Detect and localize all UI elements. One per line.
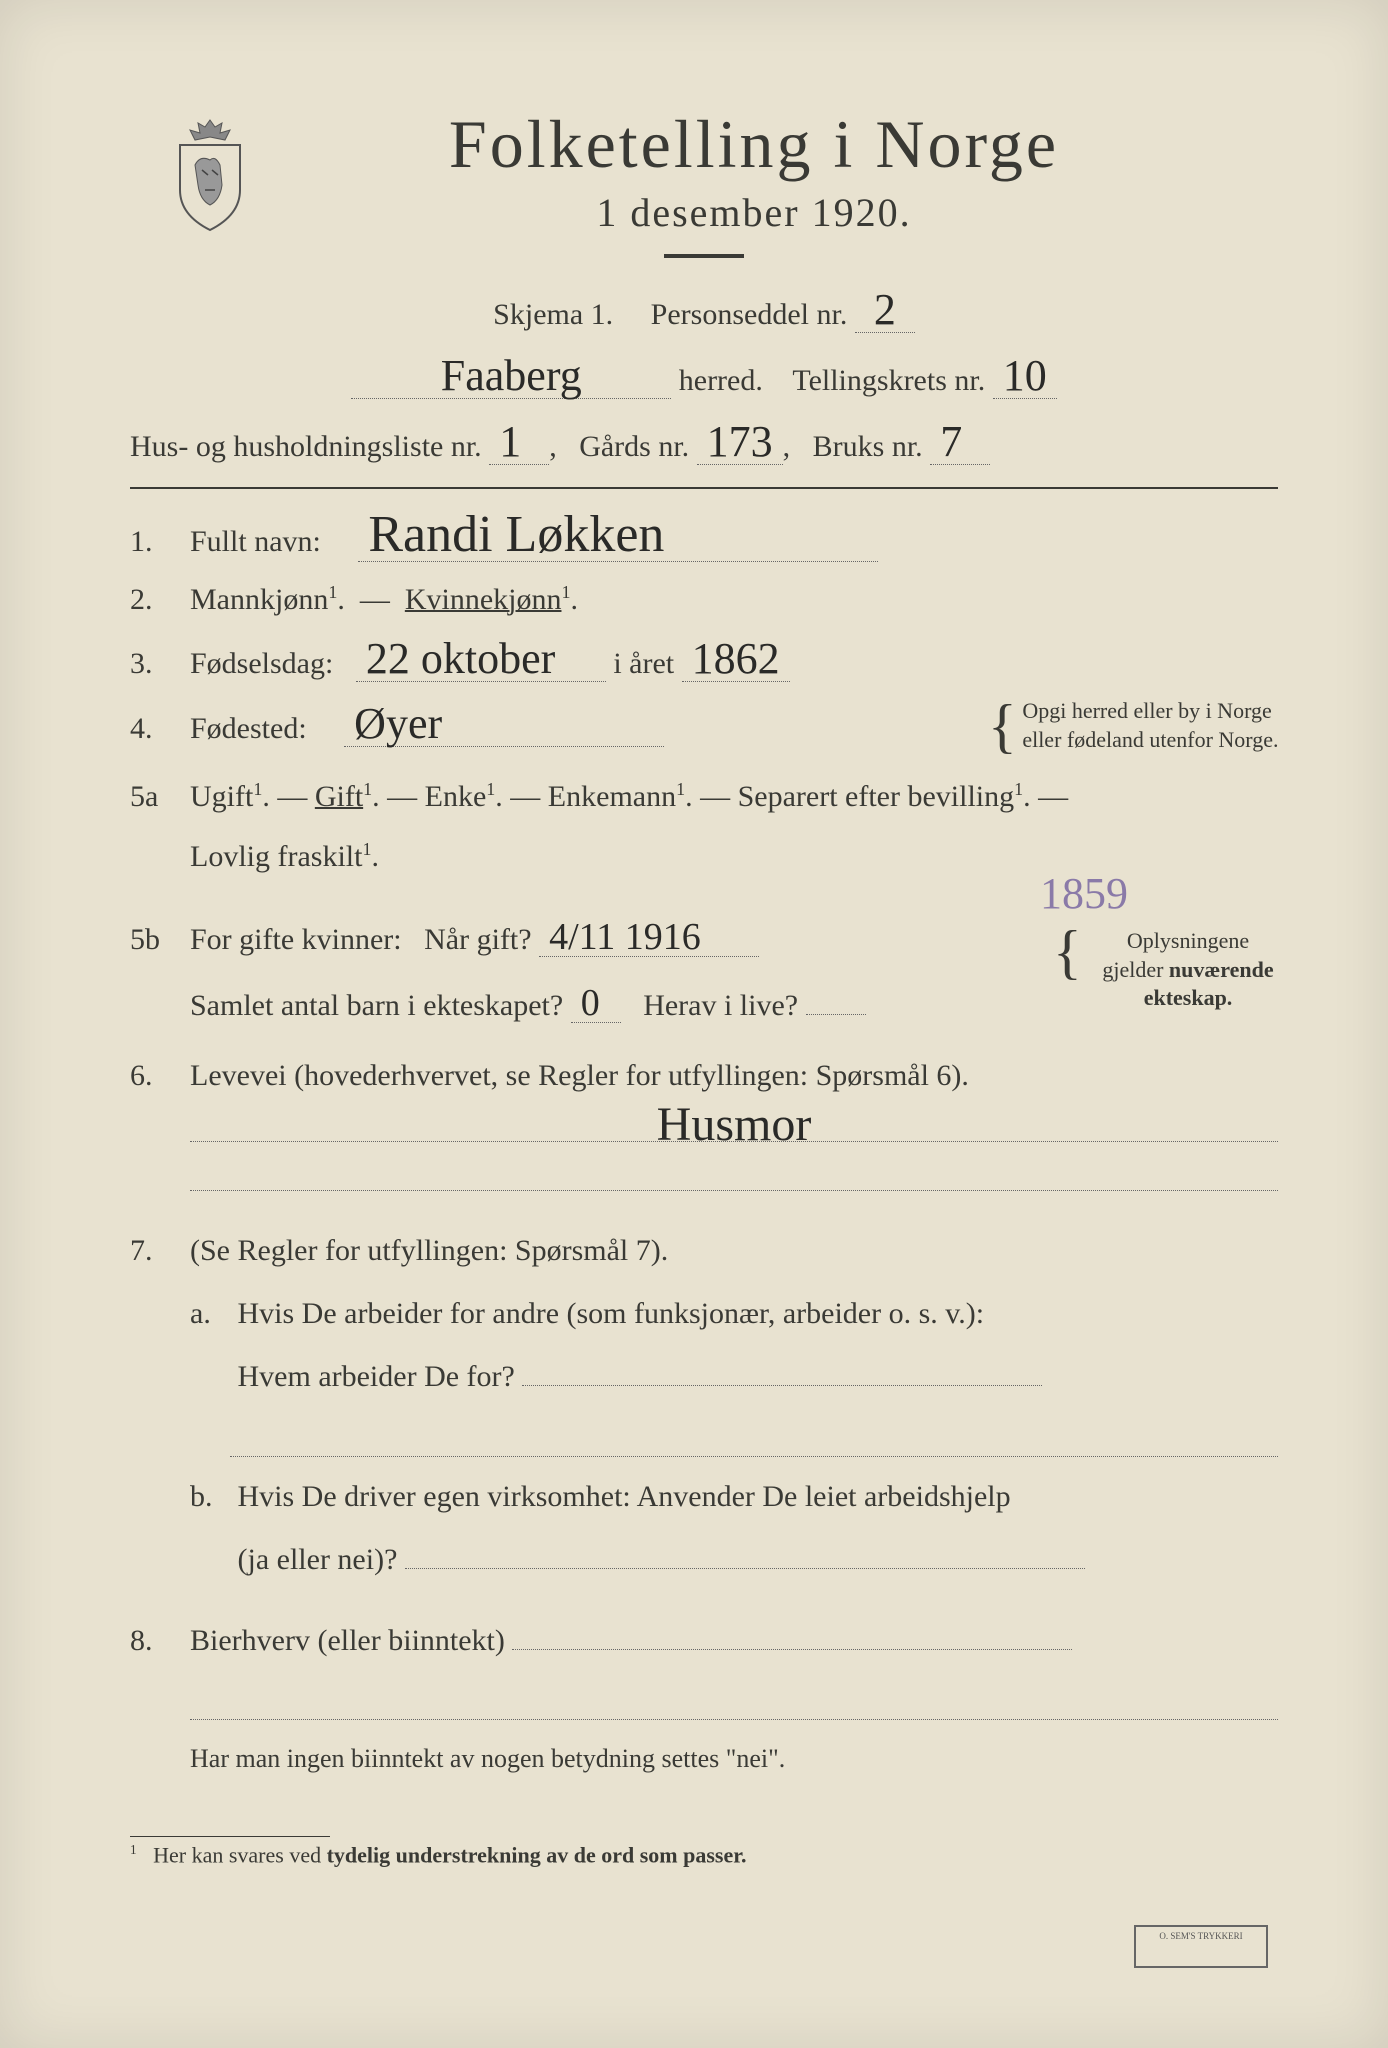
q5a-separert: Separert efter bevilling <box>738 780 1015 813</box>
q1-value: Randi Løkken <box>358 509 878 562</box>
q5b-num: 5b <box>130 923 190 957</box>
census-form-page: Folketelling i Norge 1 desember 1920. Sk… <box>0 0 1388 2048</box>
form-title: Folketelling i Norge <box>230 105 1278 184</box>
q7b-label: b. <box>190 1465 230 1528</box>
q7b-text2: (ja eller nei)? <box>238 1543 398 1576</box>
q7b-value <box>405 1532 1085 1569</box>
q5b-barn-value: 0 <box>571 984 621 1023</box>
tellingskrets-label: Tellingskrets nr. <box>792 364 985 397</box>
hus-nr: 1 <box>489 420 549 465</box>
question-5b: 5b For gifte kvinner: Når gift? 4/11 191… <box>130 907 1278 1039</box>
q6-label: Levevei (hovederhvervet, se Regler for u… <box>190 1059 969 1092</box>
q2-num: 2. <box>130 583 190 617</box>
tellingskrets-nr: 10 <box>993 354 1057 399</box>
section-divider <box>130 487 1278 489</box>
q6-num: 6. <box>130 1059 190 1093</box>
q7a-text1: Hvis De arbeider for andre (som funksjon… <box>238 1297 985 1330</box>
q4-value: Øyer <box>344 702 664 747</box>
q6-answer-line: Husmor <box>190 1101 1278 1142</box>
q1-label: Fullt navn: <box>190 525 321 558</box>
q3-daymonth: 22 oktober <box>356 637 606 682</box>
form-header: Folketelling i Norge 1 desember 1920. <box>130 105 1278 258</box>
q7a-blank-line <box>230 1416 1278 1457</box>
q5b-herav-label: Herav i live? <box>643 989 798 1022</box>
footnote: 1 Her kan svares ved tydelig understrekn… <box>130 1828 1278 1868</box>
q5b-sidenote-2: gjelder <box>1102 957 1163 982</box>
q5a-enkemann: Enkemann <box>548 780 676 813</box>
question-7: 7. (Se Regler for utfyllingen: Spørsmål … <box>130 1219 1278 1591</box>
question-8: 8. Bierhverv (eller biinntekt) Har man i… <box>130 1611 1278 1788</box>
footnote-marker: 1 <box>130 1842 137 1857</box>
q8-num: 8. <box>130 1624 190 1658</box>
q6-value: Husmor <box>647 1101 822 1149</box>
footnote-text-plain: Her kan svares ved <box>153 1842 327 1867</box>
personseddel-nr: 2 <box>855 288 915 333</box>
q5a-ugift: Ugift <box>190 780 253 813</box>
q4-num: 4. <box>130 712 190 746</box>
meta-line-3: Hus- og husholdningsliste nr. 1, Gårds n… <box>130 420 1278 472</box>
q7a-value <box>522 1349 1042 1386</box>
q5b-naargift-label: Når gift? <box>424 923 531 956</box>
q7-label: (Se Regler for utfyllingen: Spørsmål 7). <box>190 1234 668 1267</box>
q4-sidenote-1: Opgi herred eller by i Norge <box>1022 698 1271 723</box>
q3-yearlabel: i året <box>613 647 674 680</box>
q8-value <box>512 1613 1072 1650</box>
question-3: 3. Fødselsdag: 22 oktober i året 1862 <box>130 637 1278 682</box>
q4-label: Fødested: <box>190 712 307 745</box>
q1-num: 1. <box>130 525 190 559</box>
bruks-nr: 7 <box>930 420 990 465</box>
q8-label: Bierhverv (eller biinntekt) <box>190 1624 505 1657</box>
herred-label: herred. <box>679 364 763 397</box>
q5a-num: 5a <box>130 780 190 814</box>
q5b-prefix: For gifte kvinner: <box>190 923 402 956</box>
question-6: 6. Levevei (hovederhvervet, se Regler fo… <box>130 1059 1278 1199</box>
hus-label: Hus- og husholdningsliste nr. <box>130 430 482 463</box>
header-divider <box>664 254 744 258</box>
q5a-enke: Enke <box>425 780 487 813</box>
q5b-herav-value <box>806 978 866 1015</box>
q5b-naargift-value: 4/11 1916 <box>539 918 759 957</box>
q2-kvinne: Kvinnekjønn <box>405 583 562 616</box>
q7b-text1: Hvis De driver egen virksomhet: Anvender… <box>238 1480 1011 1513</box>
meta-line-2: Faaberg herred. Tellingskrets nr. 10 <box>130 354 1278 406</box>
skjema-label: Skjema 1. <box>493 298 613 331</box>
q5b-sidenote-bold: nuværende ekteskap. <box>1144 957 1274 1011</box>
gards-label: Gårds nr. <box>579 430 689 463</box>
q5b-barn-label: Samlet antal barn i ekteskapet? <box>190 989 563 1022</box>
question-4: 4. Fødested: Øyer { Opgi herred eller by… <box>130 702 1278 747</box>
herred-value: Faaberg <box>351 354 671 399</box>
personseddel-label: Personseddel nr. <box>651 298 848 331</box>
coat-of-arms-icon <box>160 115 260 235</box>
footnote-text-bold: tydelig understrekning av de ord som pas… <box>327 1842 747 1867</box>
q5b-sidenote-1: Oplysningene <box>1127 928 1249 953</box>
gards-nr: 173 <box>697 420 783 465</box>
question-2: 2. Mannkjønn1. — Kvinnekjønn1. <box>130 582 1278 617</box>
q8-blank-line <box>190 1679 1278 1720</box>
q3-label: Fødselsdag: <box>190 647 333 680</box>
q3-num: 3. <box>130 647 190 681</box>
q7-num: 7. <box>130 1234 190 1268</box>
q5a-fraskilt: Lovlig fraskilt <box>190 840 362 873</box>
q4-sidenote-2: eller fødeland utenfor Norge. <box>1022 727 1278 752</box>
bruks-label: Bruks nr. <box>813 430 923 463</box>
q5a-gift: Gift <box>315 780 363 813</box>
q7a-text2: Hvem arbeider De for? <box>238 1360 515 1393</box>
question-1: 1. Fullt navn: Randi Løkken <box>130 509 1278 562</box>
meta-line-1: Skjema 1. Personseddel nr. 2 <box>130 288 1278 340</box>
q2-mann: Mannkjønn <box>190 583 328 616</box>
q7a-label: a. <box>190 1282 230 1345</box>
q6-blank-line <box>190 1150 1278 1191</box>
q8-help: Har man ingen biinntekt av nogen betydni… <box>190 1744 785 1773</box>
q3-year: 1862 <box>682 637 790 682</box>
printer-stamp: O. SEM'S TRYKKERI <box>1134 1925 1268 1968</box>
form-date: 1 desember 1920. <box>230 189 1278 236</box>
